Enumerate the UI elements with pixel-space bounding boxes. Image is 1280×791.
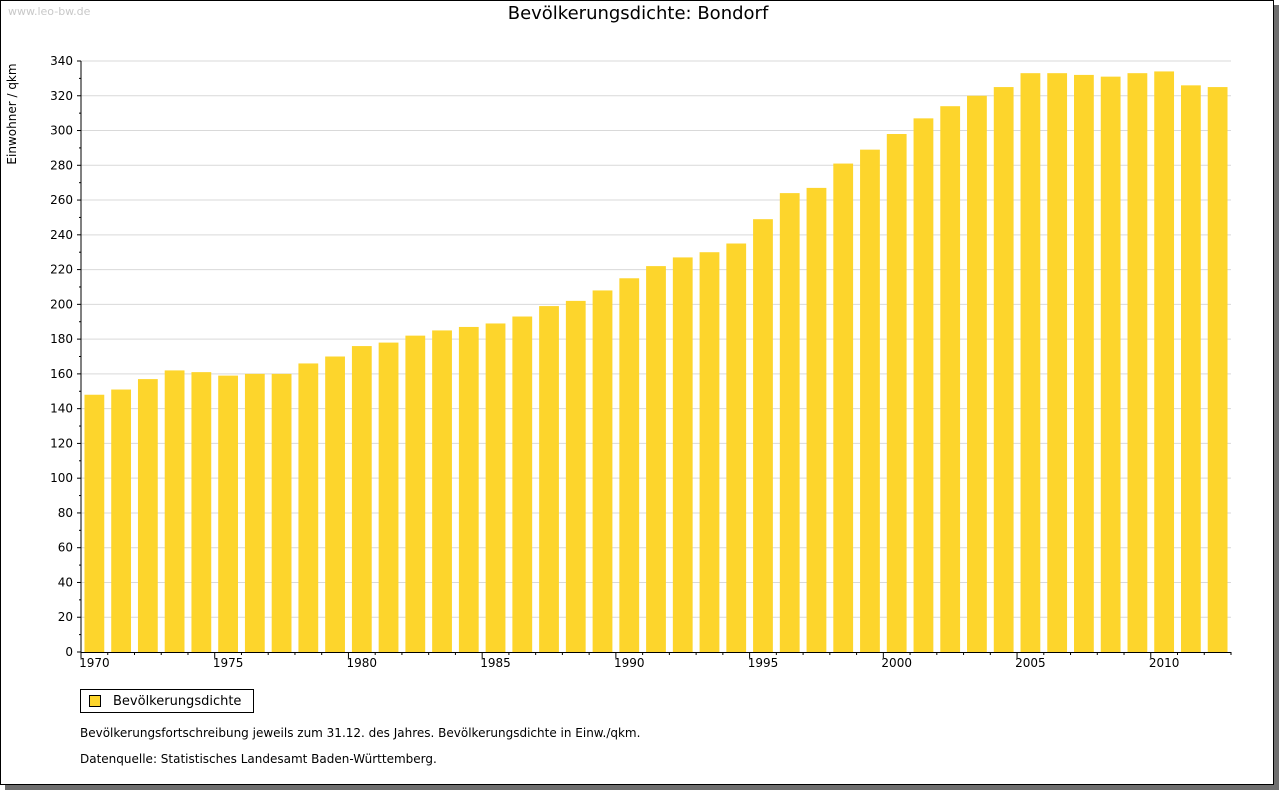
- bar-2006: [1047, 73, 1068, 653]
- bar-2012: [1207, 87, 1228, 652]
- x-tick-label: 2005: [1015, 656, 1046, 670]
- bar-2001: [913, 118, 934, 653]
- y-tick-label: 40: [58, 575, 73, 589]
- bar-1983: [432, 330, 452, 652]
- legend[interactable]: Bevölkerungsdichte: [80, 689, 255, 713]
- bar-1982: [405, 335, 426, 652]
- bar-2003: [967, 95, 987, 652]
- bar-2005: [1020, 73, 1041, 653]
- x-tick-label: 2010: [1149, 656, 1180, 670]
- bar-2002: [940, 106, 961, 652]
- bar-1992: [672, 257, 693, 652]
- bar-1984: [458, 326, 479, 652]
- bar-1979: [325, 356, 345, 652]
- y-tick-label: 0: [65, 645, 73, 659]
- bar-2008: [1100, 76, 1121, 652]
- y-tick-label: 300: [50, 124, 73, 138]
- bar-1998: [833, 163, 854, 652]
- bar-1975: [218, 375, 238, 652]
- x-tick-label: 1970: [79, 656, 110, 670]
- y-tick-label: 160: [50, 367, 73, 381]
- bar-1977: [271, 373, 292, 652]
- bar-1997: [806, 187, 827, 652]
- bar-1971: [111, 389, 132, 652]
- bar-1981: [378, 342, 399, 652]
- bar-2009: [1127, 73, 1148, 653]
- y-tick-label: 60: [58, 541, 73, 555]
- chart-plot: 0 20 40 60 80 100 120 140 160 180 200 220 240 260 280 3…: [5, 54, 1232, 670]
- bar-1988: [565, 300, 586, 652]
- bar-1980: [351, 346, 372, 652]
- y-tick-label: 200: [50, 297, 73, 311]
- bar-1993: [699, 252, 720, 652]
- bar-2010: [1154, 71, 1175, 653]
- y-tick-label: 260: [50, 193, 73, 207]
- x-tick-label: 1985: [480, 656, 511, 670]
- bar-1991: [646, 266, 666, 652]
- y-tick-label: 20: [58, 610, 73, 624]
- y-tick-label: 80: [58, 506, 73, 520]
- legend-swatch: [89, 695, 101, 707]
- axes: 0 20 40 60 80 100 120 140 160 180 200 220 240 260 280 3…: [50, 54, 1232, 670]
- y-tick-label: 320: [50, 89, 73, 103]
- chart-title: Bevölkerungsdichte: Bondorf: [507, 3, 769, 24]
- watermark: www.leo-bw.de: [8, 5, 91, 18]
- y-tick-label: 340: [50, 54, 73, 68]
- x-tick-label: 1990: [614, 656, 645, 670]
- y-axis-title: Einwohner / qkm: [5, 63, 19, 164]
- bars: [84, 71, 1228, 653]
- x-tick-label: 2000: [881, 656, 912, 670]
- legend-label: Bevölkerungsdichte: [113, 693, 242, 709]
- bar-1986: [512, 316, 533, 652]
- x-tick-label: 1975: [213, 656, 244, 670]
- footnote-source: Datenquelle: Statistisches Landesamt Bad…: [80, 752, 437, 766]
- bar-1996: [779, 193, 800, 653]
- y-tick-label: 100: [50, 471, 73, 485]
- bar-2007: [1074, 74, 1094, 652]
- bar-2004: [993, 87, 1014, 652]
- bar-1978: [298, 363, 319, 652]
- bar-1990: [619, 278, 640, 652]
- x-tick-label: 1995: [748, 656, 779, 670]
- bar-1989: [592, 290, 613, 652]
- bar-1994: [726, 243, 747, 652]
- bar-1976: [244, 373, 265, 652]
- footnote-method: Bevölkerungsfortschreibung jeweils zum 3…: [80, 726, 641, 740]
- y-tick-label: 120: [50, 436, 73, 450]
- bar-2000: [886, 134, 907, 652]
- x-tick-label: 1980: [347, 656, 378, 670]
- bar-1972: [137, 379, 158, 652]
- bar-1995: [753, 219, 773, 652]
- bar-1985: [485, 323, 506, 652]
- bar-1999: [860, 149, 880, 652]
- bar-1987: [539, 306, 559, 652]
- y-tick-label: 280: [50, 158, 73, 172]
- y-tick-label: 220: [50, 263, 73, 277]
- bar-1974: [191, 372, 212, 652]
- y-tick-label: 240: [50, 228, 73, 242]
- bar-1970: [84, 394, 105, 652]
- bar-1973: [164, 370, 185, 652]
- bar-2011: [1180, 85, 1201, 653]
- y-tick-label: 180: [50, 332, 73, 346]
- y-tick-label: 140: [50, 402, 73, 416]
